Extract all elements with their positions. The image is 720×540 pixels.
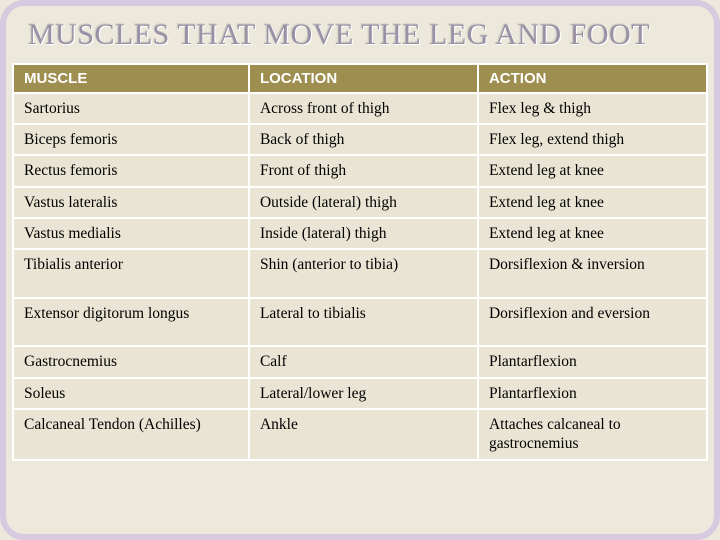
table-cell: Gastrocnemius [13,346,249,377]
table-cell: Flex leg & thigh [478,93,707,124]
table-cell: Front of thigh [249,155,478,186]
table-container: MUSCLE LOCATION ACTION SartoriusAcross f… [6,63,714,535]
col-header-location: LOCATION [249,64,478,93]
table-row: Extensor digitorum longusLateral to tibi… [13,298,707,346]
table-row: Vastus lateralisOutside (lateral) thighE… [13,187,707,218]
table-cell: Lateral to tibialis [249,298,478,346]
table-row: Tibialis anteriorShin (anterior to tibia… [13,249,707,297]
table-cell: Across front of thigh [249,93,478,124]
table-cell: Plantarflexion [478,378,707,409]
table-cell: Calcaneal Tendon (Achilles) [13,409,249,460]
table-cell: Soleus [13,378,249,409]
table-cell: Attaches calcaneal to gastrocnemius [478,409,707,460]
table-cell: Plantarflexion [478,346,707,377]
slide-title: MUSCLES THAT MOVE THE LEG AND FOOT [6,6,714,63]
table-cell: Dorsiflexion & inversion [478,249,707,297]
slide: MUSCLES THAT MOVE THE LEG AND FOOT MUSCL… [0,0,720,540]
table-header-row: MUSCLE LOCATION ACTION [13,64,707,93]
table-body: SartoriusAcross front of thighFlex leg &… [13,93,707,460]
table-cell: Biceps femoris [13,124,249,155]
table-row: GastrocnemiusCalfPlantarflexion [13,346,707,377]
table-cell: Sartorius [13,93,249,124]
table-row: SartoriusAcross front of thighFlex leg &… [13,93,707,124]
muscles-table: MUSCLE LOCATION ACTION SartoriusAcross f… [12,63,708,461]
table-cell: Inside (lateral) thigh [249,218,478,249]
table-cell: Outside (lateral) thigh [249,187,478,218]
table-cell: Vastus lateralis [13,187,249,218]
table-row: Vastus medialisInside (lateral) thighExt… [13,218,707,249]
table-cell: Extend leg at knee [478,218,707,249]
table-cell: Extend leg at knee [478,155,707,186]
table-cell: Tibialis anterior [13,249,249,297]
table-cell: Lateral/lower leg [249,378,478,409]
table-cell: Calf [249,346,478,377]
table-cell: Vastus medialis [13,218,249,249]
table-cell: Back of thigh [249,124,478,155]
table-row: SoleusLateral/lower legPlantarflexion [13,378,707,409]
col-header-muscle: MUSCLE [13,64,249,93]
col-header-action: ACTION [478,64,707,93]
table-cell: Dorsiflexion and eversion [478,298,707,346]
table-cell: Extend leg at knee [478,187,707,218]
table-cell: Flex leg, extend thigh [478,124,707,155]
table-cell: Ankle [249,409,478,460]
table-row: Biceps femorisBack of thighFlex leg, ext… [13,124,707,155]
table-row: Rectus femorisFront of thighExtend leg a… [13,155,707,186]
table-row: Calcaneal Tendon (Achilles)AnkleAttaches… [13,409,707,460]
table-cell: Shin (anterior to tibia) [249,249,478,297]
table-cell: Extensor digitorum longus [13,298,249,346]
table-cell: Rectus femoris [13,155,249,186]
